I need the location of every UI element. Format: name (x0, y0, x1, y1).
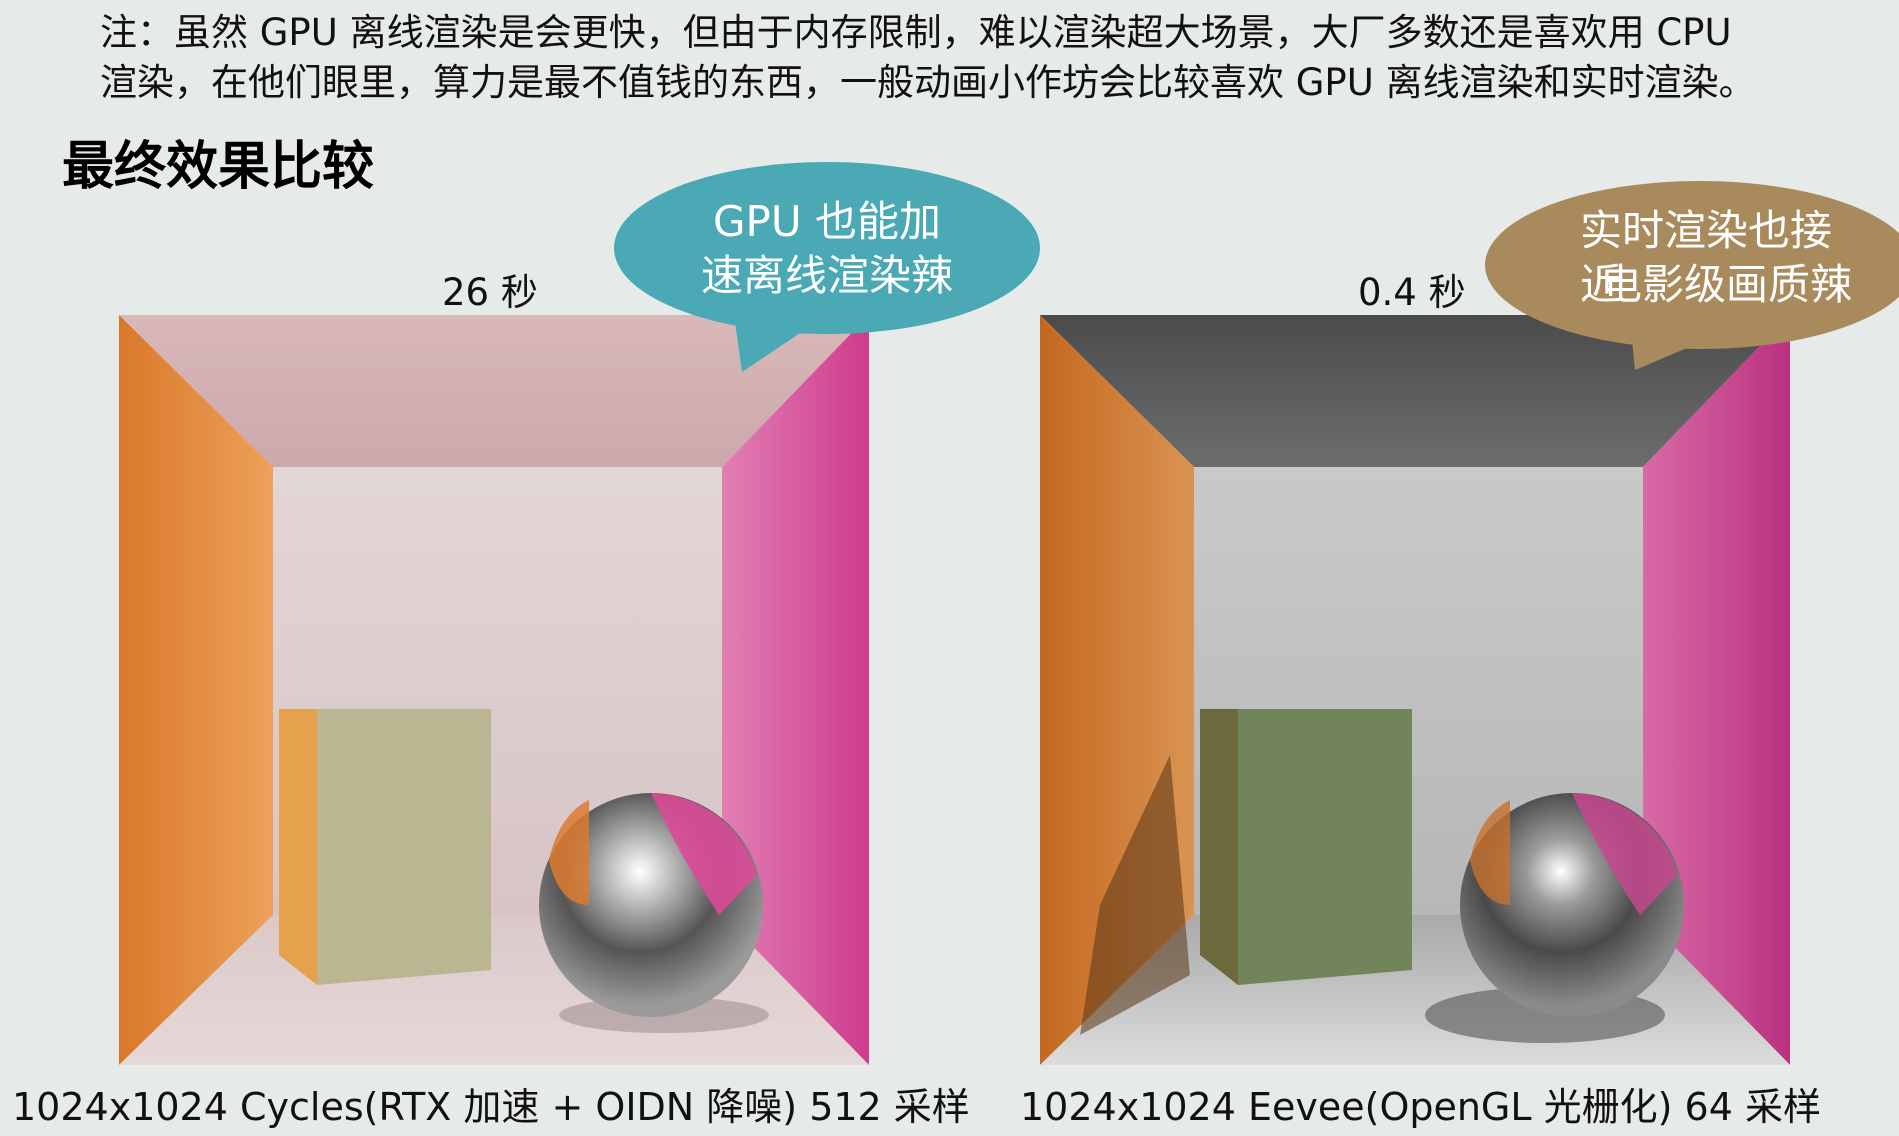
render-time-left: 26 秒 (442, 271, 538, 314)
bubble-right-line-2: 电影级画质辣 (1600, 260, 1853, 309)
note-line-1: 注：虽然 GPU 离线渲染是会更快，但由于内存限制，难以渲染超大场景，大厂多数还… (100, 11, 1732, 54)
note-line-2: 渲染，在他们眼里，算力是最不值钱的东西，一般动画小作坊会比较喜欢 GPU 离线渲… (100, 61, 1756, 104)
speech-bubble-left: GPU 也能加 速离线渲染辣 (612, 160, 1042, 375)
bubble-right-line-1: 实时渲染也接近 (1580, 206, 1833, 309)
speech-bubble-right: 实时渲染也接近 电影级画质辣 (1480, 180, 1899, 380)
render-time-right: 0.4 秒 (1358, 271, 1466, 314)
section-heading: 最终效果比较 (62, 137, 375, 197)
bubble-left-line-2: 速离线渲染辣 (700, 251, 953, 300)
caption-left: 1024x1024 Cycles(RTX 加速 + OIDN 降噪) 512 采… (12, 1085, 970, 1129)
caption-right: 1024x1024 Eevee(OpenGL 光栅化) 64 采样 (1020, 1085, 1821, 1129)
note-text: 注：虽然 GPU 离线渲染是会更快，但由于内存限制，难以渲染超大场景，大厂多数还… (100, 8, 1880, 108)
bubble-right-shape (1485, 181, 1899, 349)
bubble-left-shape (614, 162, 1040, 334)
bubble-left-line-1: GPU 也能加 (713, 197, 941, 246)
eevee-render-image (1040, 315, 1790, 1065)
cycles-render-image (119, 315, 869, 1065)
